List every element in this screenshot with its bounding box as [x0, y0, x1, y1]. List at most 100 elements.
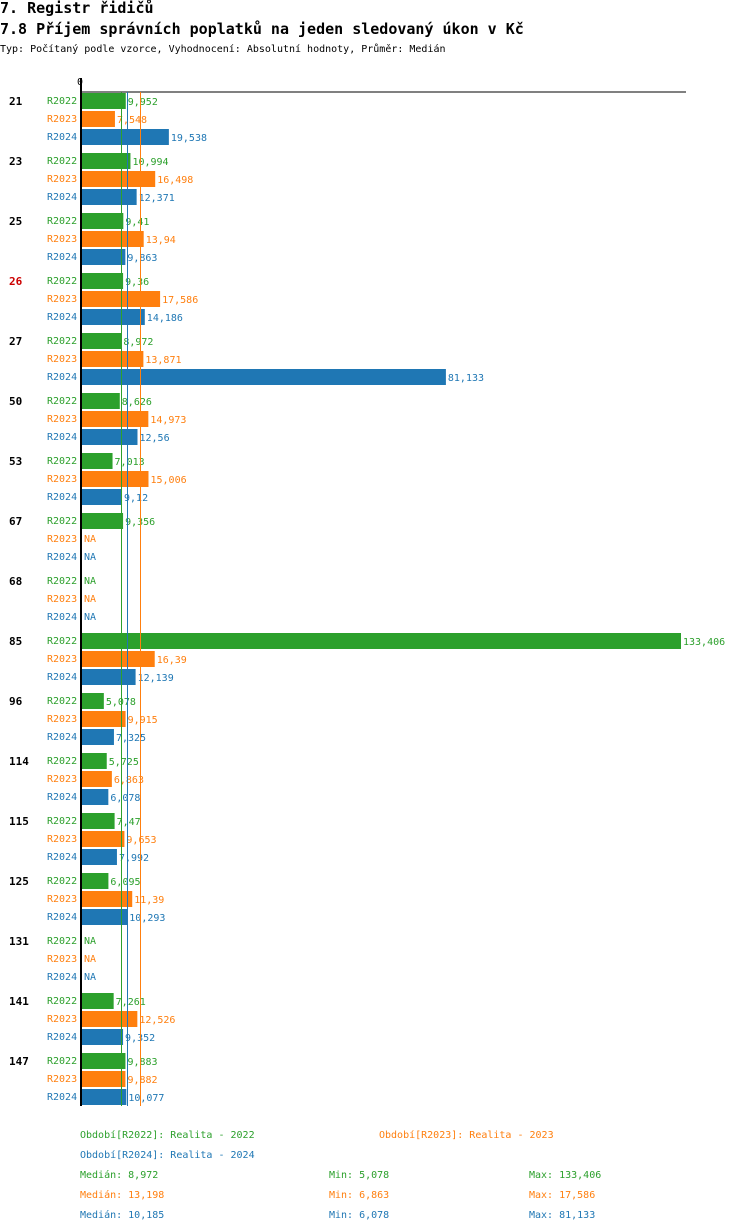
series-label: R2023	[47, 774, 77, 785]
series-label: R2022	[47, 876, 77, 887]
legend-max: Max: 133,406	[529, 1170, 601, 1181]
na-label: NA	[84, 594, 96, 605]
series-label: R2024	[47, 1092, 77, 1103]
value-label: 9,12	[124, 493, 148, 504]
legend-median: Medián: 10,185	[80, 1209, 164, 1221]
series-label: R2024	[47, 432, 77, 443]
value-label: 12,371	[139, 193, 175, 204]
bar	[81, 369, 446, 385]
series-label: R2022	[47, 636, 77, 647]
bar	[81, 651, 155, 667]
value-label: 6,078	[110, 793, 140, 804]
value-label: 12,526	[139, 1015, 175, 1026]
value-label: 10,077	[128, 1093, 164, 1104]
value-label: 7,013	[115, 457, 145, 468]
group-label: 147	[9, 1055, 29, 1068]
series-label: R2022	[47, 516, 77, 527]
group-label: 25	[9, 215, 22, 228]
bar	[81, 789, 109, 805]
value-label: 7,47	[117, 817, 141, 828]
series-label: R2023	[47, 114, 77, 125]
series-label: R2024	[47, 1032, 77, 1043]
legend-entry-r2024: Období[R2024]: Realita - 2024	[80, 1149, 255, 1161]
bar	[81, 633, 681, 649]
bar	[81, 93, 126, 109]
value-label: 6,095	[110, 877, 140, 888]
group-label: 125	[9, 875, 29, 888]
series-label: R2023	[47, 1074, 77, 1085]
value-label: 6,863	[114, 775, 144, 786]
series-label: R2023	[47, 294, 77, 305]
bar	[81, 231, 144, 247]
group-label: 26	[9, 275, 23, 288]
series-label: R2023	[47, 174, 77, 185]
series-label: R2022	[47, 456, 77, 467]
value-label: 16,39	[157, 655, 187, 666]
legend-min: Min: 5,078	[329, 1170, 389, 1181]
bar	[81, 1089, 127, 1105]
series-label: R2023	[47, 954, 77, 965]
value-label: 133,406	[683, 637, 725, 648]
value-label: 19,538	[171, 133, 207, 144]
bar	[81, 351, 144, 367]
bar	[81, 111, 115, 127]
series-label: R2023	[47, 834, 77, 845]
na-label: NA	[84, 612, 96, 623]
series-label: R2024	[47, 372, 77, 383]
bar	[81, 393, 120, 409]
series-label: R2023	[47, 354, 77, 365]
value-label: 11,39	[134, 895, 164, 906]
value-label: 10,994	[132, 157, 168, 168]
group-label: 141	[9, 995, 29, 1008]
series-label: R2022	[47, 696, 77, 707]
group-label: 23	[9, 155, 22, 168]
legend-min: Min: 6,863	[329, 1190, 389, 1201]
bar	[81, 129, 169, 145]
series-label: R2024	[47, 192, 77, 203]
value-label: 7,992	[119, 853, 149, 864]
bar	[81, 309, 145, 325]
bar	[81, 153, 131, 169]
value-label: 15,006	[150, 475, 186, 486]
group-label: 68	[9, 575, 22, 588]
na-label: NA	[84, 576, 96, 587]
legend-entry-r2023: Období[R2023]: Realita - 2023	[379, 1129, 554, 1141]
value-label: 14,973	[150, 415, 186, 426]
bar	[81, 813, 115, 829]
bar	[81, 333, 122, 349]
value-label: 7,548	[117, 115, 147, 126]
bar	[81, 471, 149, 487]
series-label: R2022	[47, 96, 77, 107]
series-label: R2023	[47, 714, 77, 725]
na-label: NA	[84, 534, 96, 545]
series-label: R2023	[47, 654, 77, 665]
series-label: R2024	[47, 852, 77, 863]
value-label: 9,883	[127, 1057, 157, 1068]
value-label: 8,626	[122, 397, 152, 408]
value-label: 9,882	[127, 1075, 157, 1086]
na-label: NA	[84, 552, 96, 563]
value-label: 81,133	[448, 373, 484, 384]
bar	[81, 411, 149, 427]
series-label: R2024	[47, 612, 77, 623]
bar	[81, 693, 104, 709]
value-label: 12,56	[139, 433, 169, 444]
value-label: 5,078	[106, 697, 136, 708]
series-label: R2022	[47, 936, 77, 947]
bar	[81, 291, 161, 307]
series-label: R2022	[47, 216, 77, 227]
bar	[81, 849, 117, 865]
series-label: R2022	[47, 336, 77, 347]
series-label: R2023	[47, 534, 77, 545]
bar	[81, 1011, 138, 1027]
bar	[81, 1029, 124, 1045]
series-label: R2024	[47, 972, 77, 983]
series-label: R2024	[47, 132, 77, 143]
value-label: 16,498	[157, 175, 193, 186]
series-label: R2024	[47, 672, 77, 683]
legend-min: Min: 6,078	[329, 1210, 389, 1221]
value-label: 9,915	[128, 715, 158, 726]
bar	[81, 171, 156, 187]
value-label: 7,261	[116, 997, 146, 1008]
series-label: R2023	[47, 1014, 77, 1025]
